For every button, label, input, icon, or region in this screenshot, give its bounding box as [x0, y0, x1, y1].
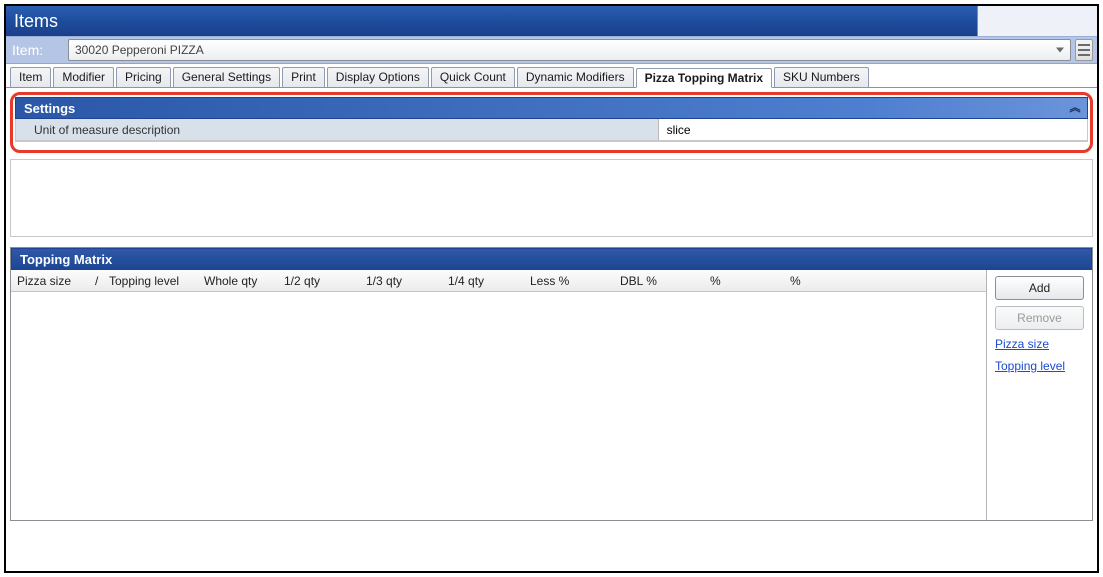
titlebar-right-box: [977, 6, 1097, 36]
item-label: Item:: [10, 42, 68, 58]
tab-content: Settings ︽ Unit of measure description s…: [6, 88, 1097, 525]
settings-panel-title: Settings: [24, 101, 75, 116]
blank-panel: [10, 159, 1093, 237]
col-dbl-pct[interactable]: DBL %: [614, 270, 704, 291]
topping-matrix-panel: Topping Matrix Pizza size / Topping leve…: [10, 247, 1093, 521]
tab-general-settings[interactable]: General Settings: [173, 67, 280, 87]
window-title: Items: [14, 11, 58, 31]
tabs-row: Item Modifier Pricing General Settings P…: [6, 64, 1097, 88]
tab-print[interactable]: Print: [282, 67, 325, 87]
tab-sku-numbers[interactable]: SKU Numbers: [774, 67, 869, 87]
tab-display-options[interactable]: Display Options: [327, 67, 429, 87]
add-button[interactable]: Add: [995, 276, 1084, 300]
col-quarter-qty[interactable]: 1/4 qty: [442, 270, 524, 291]
topping-matrix-table[interactable]: Pizza size / Topping level Whole qty 1/2…: [11, 270, 987, 520]
topping-matrix-sidebar: Add Remove Pizza size Topping level: [987, 270, 1092, 520]
tab-item[interactable]: Item: [10, 67, 51, 87]
topping-level-link[interactable]: Topping level: [995, 358, 1084, 374]
topping-matrix-body: Pizza size / Topping level Whole qty 1/2…: [11, 270, 1092, 520]
tab-quick-count[interactable]: Quick Count: [431, 67, 515, 87]
item-combobox-value: 30020 Pepperoni PIZZA: [75, 43, 204, 57]
col-less-pct[interactable]: Less %: [524, 270, 614, 291]
settings-panel-header[interactable]: Settings ︽: [15, 97, 1088, 119]
col-whole-qty[interactable]: Whole qty: [198, 270, 278, 291]
tab-pricing[interactable]: Pricing: [116, 67, 171, 87]
tab-modifier[interactable]: Modifier: [53, 67, 114, 87]
col-divider: /: [89, 270, 103, 291]
settings-highlight: Settings ︽ Unit of measure description s…: [10, 92, 1093, 153]
settings-row: Unit of measure description slice: [16, 119, 1087, 141]
settings-panel-body: Unit of measure description slice: [15, 119, 1088, 142]
col-pct-2[interactable]: %: [784, 270, 854, 291]
col-pizza-size[interactable]: Pizza size: [11, 270, 89, 291]
topping-matrix-title: Topping Matrix: [20, 252, 112, 267]
topping-matrix-header: Topping Matrix: [11, 248, 1092, 270]
remove-button: Remove: [995, 306, 1084, 330]
settings-field-label: Unit of measure description: [16, 119, 659, 141]
collapse-up-icon[interactable]: ︽: [1069, 102, 1081, 114]
item-list-button[interactable]: [1075, 39, 1093, 61]
col-topping-level[interactable]: Topping level: [103, 270, 198, 291]
col-pct-1[interactable]: %: [704, 270, 784, 291]
tab-pizza-topping-matrix[interactable]: Pizza Topping Matrix: [636, 68, 772, 88]
item-selector-row: Item: 30020 Pepperoni PIZZA: [6, 36, 1097, 64]
window-titlebar: Items: [6, 6, 1097, 36]
window: Items Item: 30020 Pepperoni PIZZA Item M…: [4, 4, 1099, 573]
settings-field-value[interactable]: slice: [659, 119, 1087, 141]
col-third-qty[interactable]: 1/3 qty: [360, 270, 442, 291]
table-header-row: Pizza size / Topping level Whole qty 1/2…: [11, 270, 986, 292]
tab-dynamic-modifiers[interactable]: Dynamic Modifiers: [517, 67, 634, 87]
item-combobox[interactable]: 30020 Pepperoni PIZZA: [68, 39, 1071, 61]
chevron-down-icon: [1056, 48, 1064, 53]
pizza-size-link[interactable]: Pizza size: [995, 336, 1084, 352]
col-half-qty[interactable]: 1/2 qty: [278, 270, 360, 291]
